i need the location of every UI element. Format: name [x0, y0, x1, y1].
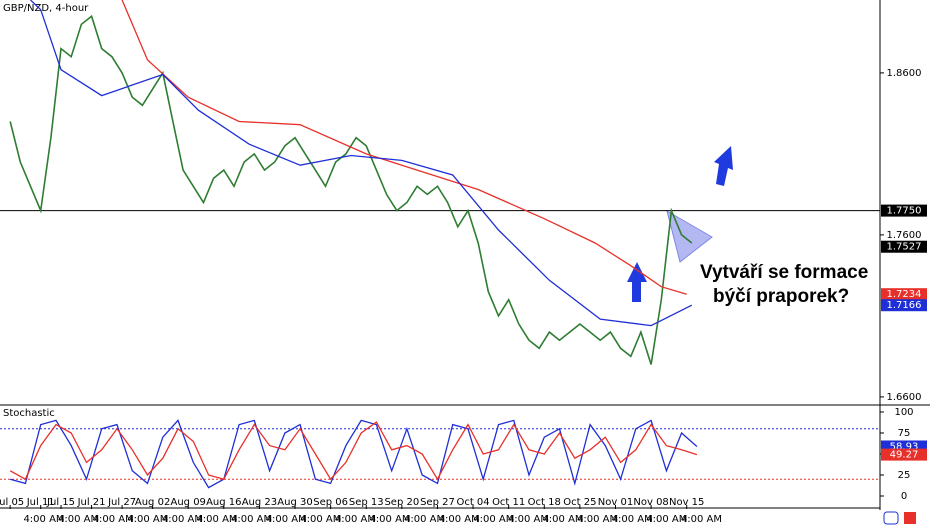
x-tick-label: Aug 30: [277, 497, 312, 508]
time-label: 4:00 AM: [196, 514, 237, 525]
icon[interactable]: [883, 511, 899, 525]
chart-title: GBP/NZD, 4-hour: [3, 3, 89, 14]
time-label: 4:00 AM: [577, 514, 618, 525]
x-tick-label: Sep 27: [420, 497, 455, 508]
series-line: [121, 0, 687, 295]
x-tick-label: Jul 21: [77, 497, 106, 508]
time-label: 4:00 AM: [646, 514, 687, 525]
x-tick-label: Oct 11: [492, 497, 525, 508]
x-tick-label: Oct 04: [456, 497, 489, 508]
series-line: [9, 14, 693, 365]
y-tick-label: 25: [898, 470, 911, 481]
price-tag: [881, 299, 927, 312]
x-tick-label: Sep 06: [313, 497, 348, 508]
price-tag: [881, 448, 927, 461]
y-tick-label: 100: [894, 407, 913, 418]
icon[interactable]: [904, 512, 916, 524]
price-tag-label: 49.27: [890, 450, 919, 461]
x-tick-label: Jul 05: [0, 497, 24, 508]
annotation: býčí praporek?: [713, 286, 849, 307]
time-label: 4:00 AM: [335, 514, 376, 525]
time-label: 4:00 AM: [23, 514, 64, 525]
price-tag-label: 1.7234: [887, 289, 922, 300]
time-label: 4:00 AM: [439, 514, 480, 525]
x-tick-label: Nov 08: [633, 497, 668, 508]
series-line: [30, 0, 693, 327]
y-tick-label: 1.6600: [887, 392, 922, 403]
x-tick-label: Aug 09: [170, 497, 205, 508]
time-label: 4:00 AM: [681, 514, 722, 525]
price-tag: [881, 240, 927, 253]
x-tick-label: Aug 16: [206, 497, 241, 508]
x-tick-label: Jul 11: [26, 497, 55, 508]
x-tick-label: Oct 25: [563, 497, 596, 508]
time-label: 4:00 AM: [58, 514, 99, 525]
x-tick-label: Jul 15: [46, 497, 75, 508]
title-bg: [0, 0, 70, 16]
price-tag-label: 58.93: [890, 441, 919, 452]
price-tag: [881, 288, 927, 301]
x-tick-label: Nov 15: [669, 497, 704, 508]
time-label: 4:00 AM: [162, 514, 203, 525]
time-label: 4:00 AM: [369, 514, 410, 525]
arrow-up: [714, 146, 733, 186]
x-tick-label: Aug 23: [242, 497, 277, 508]
series-line: [9, 421, 698, 481]
price-tag-label: 1.7750: [887, 206, 922, 217]
time-label: 4:00 AM: [508, 514, 549, 525]
annotation: Vytváří se formace: [700, 262, 868, 283]
time-label: 4:00 AM: [266, 514, 307, 525]
y-tick-label: 75: [898, 428, 911, 439]
title-bg: [0, 406, 44, 420]
price-tag-label: 1.7527: [887, 242, 922, 253]
x-tick-label: Sep 20: [384, 497, 419, 508]
time-label: 4:00 AM: [127, 514, 168, 525]
arrow-up: [627, 262, 647, 302]
time-label: 4:00 AM: [542, 514, 583, 525]
time-label: 4:00 AM: [404, 514, 445, 525]
x-tick-label: Oct 18: [528, 497, 561, 508]
price-tag: [881, 204, 927, 217]
price-tag-label: 1.7166: [887, 300, 922, 311]
x-tick-label: Nov 01: [598, 497, 633, 508]
time-label: 4:00 AM: [612, 514, 653, 525]
y-tick-label: 1.8600: [887, 68, 922, 79]
pennant: [666, 209, 713, 263]
x-tick-label: Sep 13: [349, 497, 384, 508]
y-tick-label: 1.7600: [887, 230, 922, 241]
time-label: 4:00 AM: [231, 514, 272, 525]
x-tick-label: Aug 02: [135, 497, 170, 508]
time-label: 4:00 AM: [300, 514, 341, 525]
time-label: 4:00 AM: [473, 514, 514, 525]
y-tick-label: 0: [901, 491, 907, 502]
x-tick-label: Jul 27: [107, 497, 136, 508]
panel-title: Stochastic: [3, 408, 55, 419]
time-label: 4:00 AM: [93, 514, 134, 525]
